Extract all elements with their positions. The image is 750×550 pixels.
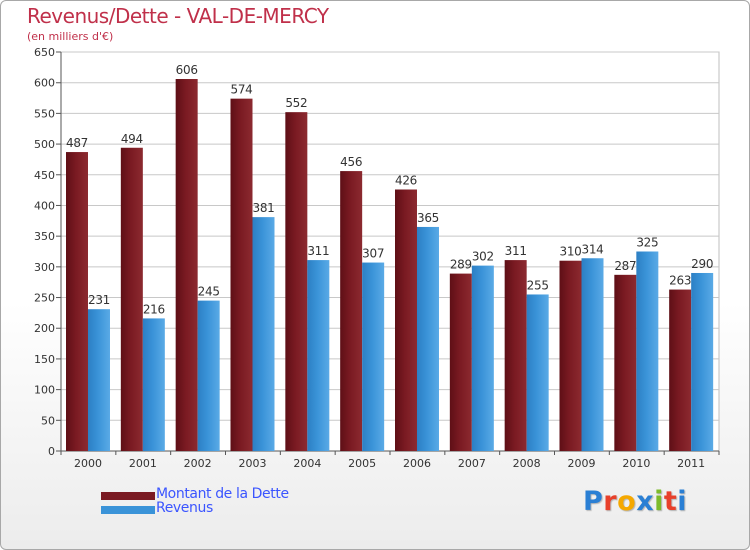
x-tick-label: 2004 — [293, 457, 321, 470]
bar-revenus — [636, 251, 659, 451]
data-label: 426 — [395, 174, 417, 188]
logo-letter: i — [654, 486, 664, 517]
logo-letter: P — [583, 486, 604, 517]
bar-dette — [614, 274, 637, 451]
x-tick-label: 2003 — [239, 457, 267, 470]
data-label: 574 — [230, 83, 252, 97]
bar-dette — [449, 273, 472, 451]
bar-revenus — [581, 258, 604, 451]
y-tick-label: 600 — [34, 77, 55, 90]
bar-dette — [559, 260, 582, 451]
x-tick-label: 2010 — [622, 457, 650, 470]
legend-swatch-dette — [101, 492, 155, 500]
data-label: 456 — [340, 155, 362, 169]
plot-area — [60, 51, 720, 452]
data-label: 494 — [121, 132, 143, 146]
bar-dette — [285, 112, 308, 451]
y-tick-label: 500 — [34, 138, 55, 151]
logo-letter: r — [603, 486, 618, 517]
data-label: 311 — [505, 244, 527, 258]
y-tick-label: 250 — [34, 292, 55, 305]
chart-title: Revenus/Dette - VAL-DE-MERCY — [27, 4, 329, 28]
x-tick-label: 2008 — [513, 457, 541, 470]
y-tick-label: 100 — [34, 384, 55, 397]
y-tick-label: 450 — [34, 169, 55, 182]
logo-letter: o — [617, 486, 637, 517]
chart-subtitle: (en milliers d'€) — [27, 30, 114, 43]
y-tick-label: 400 — [34, 199, 55, 212]
bar-dette — [504, 260, 527, 451]
x-tick-label: 2002 — [184, 457, 212, 470]
x-tick-label: 2007 — [458, 457, 486, 470]
data-label: 255 — [527, 278, 549, 292]
bar-revenus — [526, 294, 549, 451]
data-label: 487 — [66, 136, 88, 150]
data-label: 606 — [176, 63, 198, 77]
logo-letter: i — [677, 486, 688, 517]
proxiti-logo: Proxiti — [583, 486, 687, 517]
x-tick-label: 2001 — [129, 457, 157, 470]
x-tick-label: 2006 — [403, 457, 431, 470]
data-label: 314 — [581, 242, 603, 256]
data-label: 216 — [143, 302, 165, 316]
bar-revenus — [142, 318, 165, 451]
data-label: 311 — [307, 244, 329, 258]
data-label: 263 — [669, 274, 691, 288]
logo-letter: t — [663, 486, 678, 517]
bar-revenus — [88, 309, 110, 451]
bar-dette — [66, 152, 88, 451]
x-tick-label: 2005 — [348, 457, 376, 470]
bar-revenus — [252, 217, 275, 451]
data-label: 302 — [472, 250, 494, 264]
y-tick-label: 550 — [34, 107, 55, 120]
y-tick-label: 300 — [34, 261, 55, 274]
data-label: 381 — [252, 201, 274, 215]
y-tick-label: 200 — [34, 322, 55, 335]
bar-dette — [230, 98, 253, 451]
y-tick-label: 350 — [34, 230, 55, 243]
data-label: 290 — [691, 257, 713, 271]
y-tick-label: 50 — [41, 414, 55, 427]
data-label: 289 — [450, 258, 472, 272]
data-label: 325 — [636, 236, 658, 250]
bar-dette — [175, 79, 198, 452]
legend-swatch-revenus — [101, 506, 155, 514]
data-label: 231 — [88, 293, 110, 307]
bar-dette — [395, 189, 417, 452]
bar-revenus — [417, 226, 439, 451]
y-tick-label: 150 — [34, 353, 55, 366]
data-label: 552 — [285, 96, 307, 110]
bar-dette — [120, 147, 143, 451]
data-label: 287 — [614, 259, 636, 273]
data-label: 310 — [559, 245, 581, 259]
logo-letter: x — [636, 486, 655, 517]
bar-dette — [340, 171, 363, 451]
bar-revenus — [307, 260, 330, 451]
bar-revenus — [471, 265, 494, 451]
bar-dette — [669, 289, 692, 451]
data-label: 365 — [417, 211, 439, 225]
bar-revenus — [197, 300, 220, 451]
legend-label-dette: Montant de la Dette — [156, 486, 289, 502]
data-label: 245 — [198, 285, 220, 299]
data-label: 307 — [362, 247, 384, 261]
bar-revenus — [691, 272, 714, 451]
bar-revenus — [362, 262, 385, 451]
y-tick-label: 0 — [48, 445, 55, 458]
x-tick-label: 2000 — [74, 457, 102, 470]
y-tick-label: 650 — [34, 46, 55, 59]
legend-label-revenus: Revenus — [156, 500, 213, 516]
x-tick-label: 2011 — [677, 457, 705, 470]
x-tick-label: 2009 — [568, 457, 596, 470]
